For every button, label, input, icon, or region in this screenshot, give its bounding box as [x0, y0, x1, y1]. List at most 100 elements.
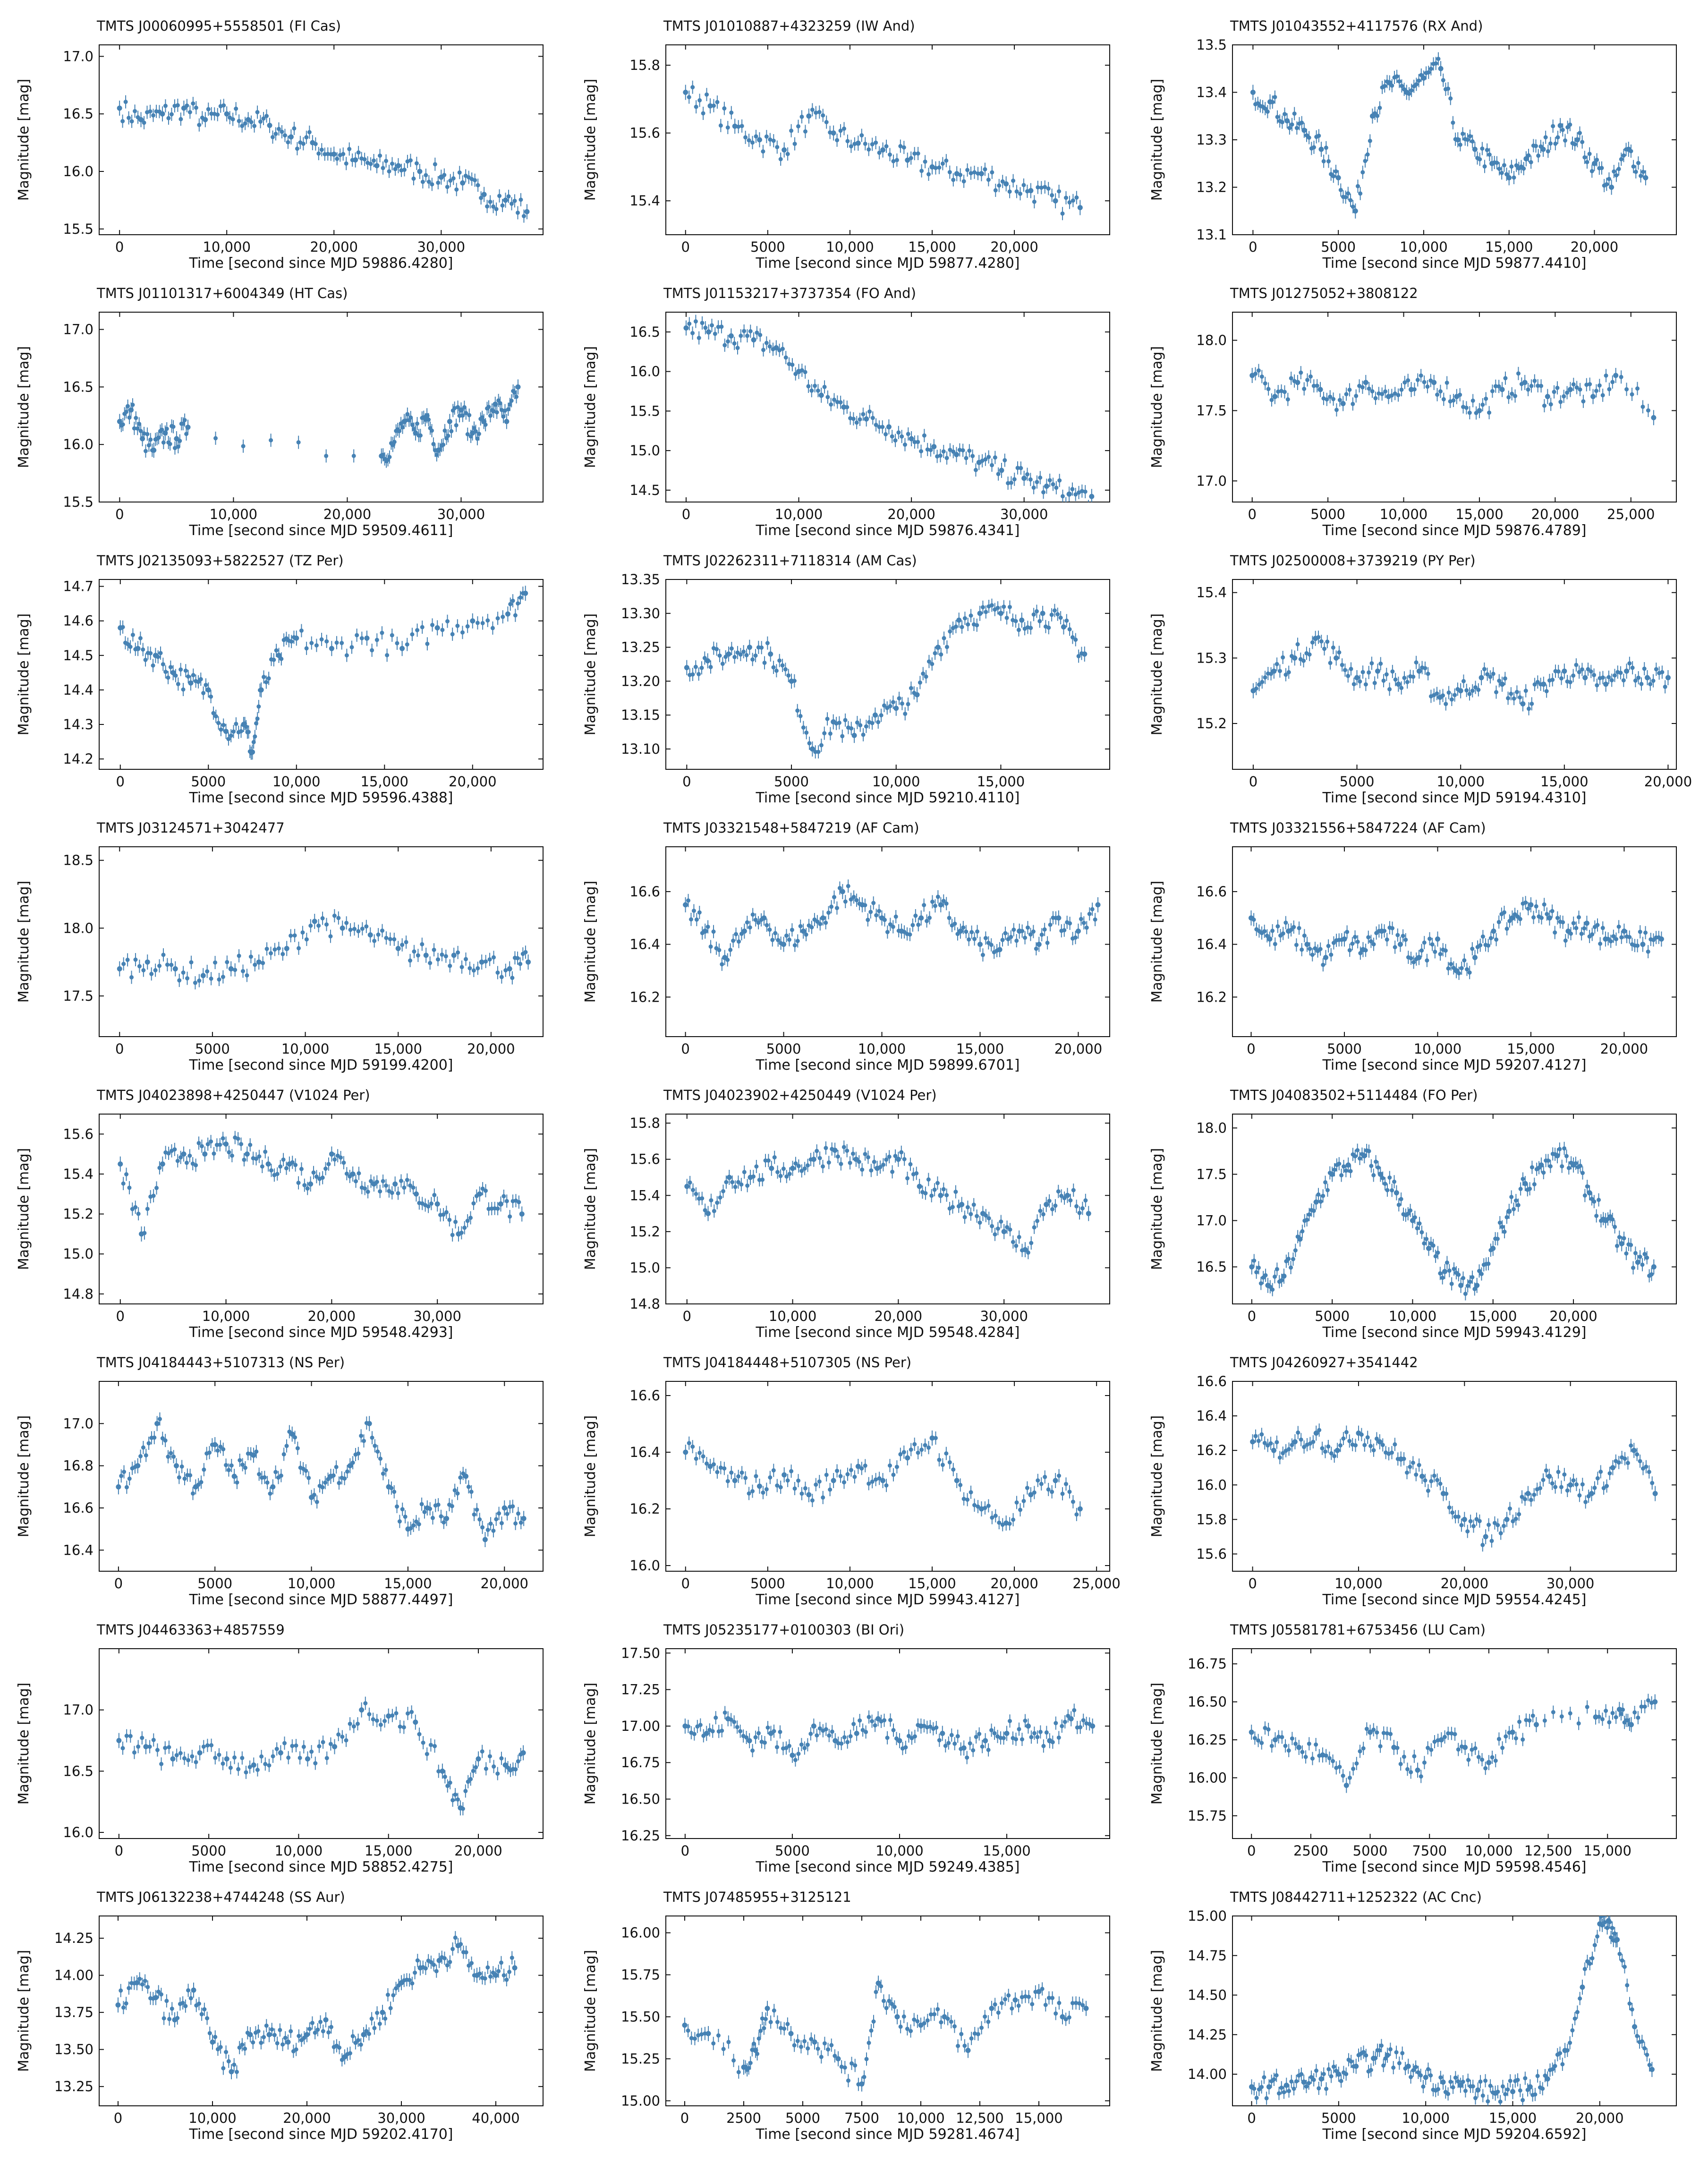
data-point — [1023, 936, 1027, 940]
data-point — [1497, 167, 1502, 171]
data-point — [1297, 926, 1301, 930]
data-point — [857, 1160, 861, 1164]
data-point — [1062, 928, 1066, 932]
data-point — [396, 1191, 400, 1195]
y-tick-label: 15.4 — [1196, 585, 1227, 601]
data-point — [965, 168, 969, 172]
data-point — [966, 1205, 970, 1209]
data-point — [770, 938, 774, 942]
data-point — [201, 973, 206, 978]
data-point — [429, 1201, 433, 1206]
data-point — [206, 107, 211, 111]
data-point — [1545, 394, 1550, 399]
data-point — [320, 1485, 324, 1490]
data-point — [471, 1201, 476, 1206]
data-point — [767, 928, 772, 932]
data-point — [475, 1507, 479, 1512]
data-point — [1444, 702, 1448, 706]
data-point — [1264, 1273, 1268, 1277]
data-point — [352, 454, 356, 458]
data-point — [374, 163, 380, 168]
data-point — [1382, 929, 1386, 933]
data-point — [405, 642, 409, 647]
data-point — [329, 1151, 334, 1157]
data-point — [1278, 669, 1282, 673]
data-point — [265, 1481, 270, 1485]
x-axis-label: Time [second since MJD 59509.4611] — [188, 522, 453, 539]
data-point — [1585, 160, 1589, 164]
data-point — [1426, 1246, 1431, 1251]
data-point — [505, 612, 510, 617]
data-point — [1448, 96, 1453, 101]
data-point — [165, 962, 170, 967]
data-point — [1361, 670, 1365, 674]
data-point — [1638, 1255, 1642, 1259]
y-tick-label: 14.4 — [63, 682, 93, 698]
data-point — [1071, 1188, 1076, 1192]
x-axis-label: Time [second since MJD 59207.4127] — [1322, 1057, 1586, 1073]
data-point — [981, 605, 985, 609]
data-point — [809, 925, 814, 929]
data-point — [212, 1151, 216, 1156]
data-point — [1336, 175, 1341, 180]
data-point — [1378, 662, 1383, 666]
data-point — [867, 147, 871, 152]
data-point — [1599, 166, 1604, 170]
data-point — [213, 436, 218, 440]
data-point — [1597, 1198, 1601, 1202]
data-point — [730, 1180, 734, 1184]
data-point — [1026, 1251, 1030, 1255]
data-point — [387, 169, 391, 173]
data-point — [411, 177, 416, 181]
data-point — [1468, 971, 1472, 975]
data-point — [385, 653, 389, 657]
data-point — [491, 626, 495, 630]
data-point — [339, 1156, 343, 1160]
data-point — [902, 145, 906, 150]
data-point — [335, 640, 339, 645]
data-point — [734, 932, 738, 937]
data-point — [809, 389, 814, 393]
data-point — [916, 152, 920, 156]
data-point — [523, 950, 527, 954]
data-point — [141, 1446, 145, 1450]
data-point — [1627, 661, 1632, 665]
data-point — [975, 623, 979, 627]
data-point — [1613, 1225, 1617, 1229]
y-tick-label: 14.7 — [63, 579, 93, 595]
data-point — [1328, 661, 1333, 665]
data-point — [238, 1458, 242, 1462]
data-point — [917, 1184, 922, 1189]
y-axis-label: Magnitude [mag] — [1149, 613, 1165, 736]
data-point — [861, 732, 866, 737]
data-point — [188, 1473, 192, 1477]
data-point — [927, 916, 932, 920]
data-point — [523, 591, 528, 596]
data-point — [253, 734, 257, 739]
data-point — [1449, 962, 1453, 966]
data-point — [1583, 1193, 1587, 1198]
data-point — [867, 409, 872, 414]
data-point — [795, 708, 799, 713]
data-point — [484, 1189, 488, 1193]
data-point — [884, 432, 888, 436]
data-point — [829, 402, 833, 407]
y-tick-label: 16.4 — [629, 1444, 660, 1460]
x-tick-label: 30,000 — [437, 506, 485, 522]
data-point — [265, 947, 269, 951]
data-point — [1396, 393, 1401, 397]
data-point — [1041, 490, 1045, 494]
data-point — [1353, 208, 1358, 213]
data-point — [954, 452, 959, 457]
x-tick-label: 5000 — [1340, 774, 1375, 790]
y-tick-label: 16.0 — [629, 1558, 660, 1574]
data-point — [915, 692, 920, 698]
data-point — [732, 341, 737, 346]
data-point — [308, 924, 313, 928]
x-axis-label: Time [second since MJD 59886.4280] — [188, 255, 453, 272]
data-point — [1287, 670, 1291, 674]
